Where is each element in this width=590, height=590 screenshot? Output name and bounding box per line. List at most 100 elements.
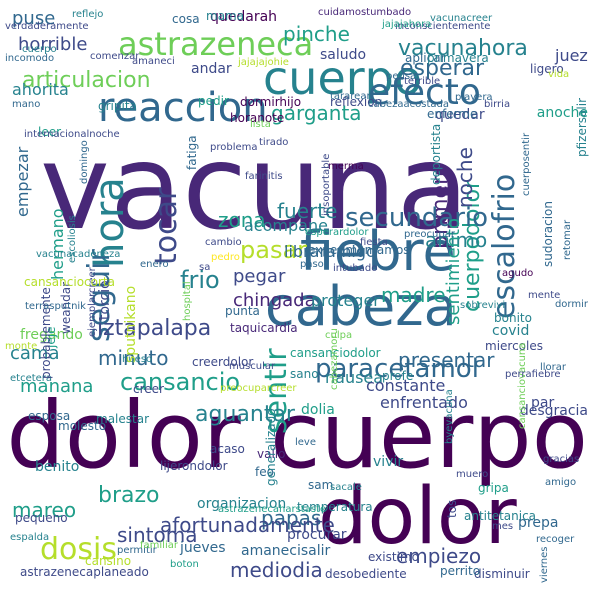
- word-constante: constante: [366, 376, 446, 395]
- word-acompane: acompane: [244, 216, 328, 235]
- word-libraramigo: libraramigo: [284, 242, 376, 261]
- word-desgracia: desgracia: [519, 403, 588, 419]
- word-madre: madre: [381, 283, 446, 307]
- word-preocupar: preocupar: [404, 229, 455, 240]
- word-mano: mano: [12, 99, 41, 110]
- word-dormirhijo: dormirhijo: [240, 95, 302, 109]
- word-sputnikano: sputnikano: [123, 285, 139, 363]
- word-bonito: bonito: [494, 311, 532, 325]
- word-vida: vida: [548, 69, 570, 80]
- word-cama: cama: [10, 343, 60, 364]
- word-paracetamol: paracetamol: [315, 354, 479, 384]
- word-boton: boton: [170, 559, 199, 570]
- word-quedarah: quedarah: [210, 9, 278, 25]
- word-sano: sano: [290, 367, 319, 381]
- word-muscular: muscular: [229, 361, 276, 372]
- word-iztapalapa: iztapalapa: [97, 316, 212, 341]
- word-secundario: secundario: [345, 203, 489, 233]
- word-acaso: acaso: [210, 442, 245, 456]
- word-taquicardia: taquicardia: [230, 321, 298, 335]
- word-lijerondolor: lijerondolor: [160, 459, 228, 473]
- word-amanecisalir: amanecisalir: [241, 543, 331, 559]
- word-experimentamos: experimentamos: [308, 243, 410, 257]
- word-esposa: esposa: [28, 409, 71, 423]
- word-disminuir: disminuir: [474, 567, 530, 581]
- word-familiar: familiar: [140, 540, 178, 551]
- word-nausea: nausea: [325, 368, 384, 387]
- word-pensar: pensar: [386, 71, 421, 82]
- word-cosa: cosa: [172, 12, 200, 26]
- word-proteger: proteger: [311, 291, 380, 310]
- word-recoger: recoger: [536, 534, 575, 545]
- word-amigo: amigo: [545, 477, 577, 488]
- word-horrible: horrible: [18, 34, 88, 55]
- word-fregando: fregando: [20, 327, 83, 343]
- word-mareo: mareo: [12, 498, 77, 522]
- word-cambio: cambio: [205, 237, 242, 248]
- word-procurar: procurar: [287, 527, 347, 543]
- word-primavera: primavera: [427, 51, 489, 65]
- word-espalda: espalda: [10, 532, 50, 543]
- word-empezar: empezar: [13, 146, 32, 217]
- word-pedir: pedir: [198, 94, 229, 108]
- word-profe: profe: [382, 369, 414, 383]
- word-sam: sam: [308, 478, 334, 492]
- word-byevacuna: byevacuna: [444, 389, 455, 444]
- word-antitetanica: antitetanica: [464, 509, 537, 523]
- word-cansanciovacuna: cansanciovacuna: [517, 342, 528, 429]
- word-paso: paso: [300, 259, 324, 270]
- word-pinche: pinche: [283, 22, 350, 46]
- word-noche: noche: [453, 147, 477, 208]
- word-muero: muero: [456, 469, 489, 480]
- word-frio: frio: [180, 266, 220, 294]
- word-fiebre: fiebre: [300, 220, 456, 283]
- word-par: par: [531, 395, 555, 411]
- word-astrazenecaharstaste: astrazenecaharstaste: [218, 504, 327, 515]
- word-juez: juez: [555, 46, 588, 65]
- word-monte: monte: [5, 341, 38, 352]
- word-jueves: jueves: [180, 540, 226, 556]
- word-retomar: retomar: [562, 219, 573, 260]
- word-esperardolor: esperardolor: [305, 227, 369, 238]
- word-enero: enero: [140, 259, 169, 270]
- word-brazo: brazo: [98, 483, 160, 508]
- word-hospital: hospital: [182, 281, 193, 321]
- word-prepa: prepa: [518, 515, 559, 531]
- word-astrazeneca: astrazeneca: [118, 25, 314, 63]
- word-enfrentado: enfrentado: [380, 393, 468, 412]
- word-playera: playera: [455, 92, 493, 103]
- word-dolor-cuerpo: dolor cuerpo: [6, 382, 588, 489]
- word-reaccion: reaccion: [98, 85, 268, 131]
- word-zona: zona: [218, 208, 266, 232]
- word-minuto: minuto: [98, 346, 169, 370]
- word-escalofrio: escalofrio: [487, 173, 522, 319]
- word-molesto: molesto: [58, 419, 107, 433]
- word-merma: merma: [328, 161, 364, 172]
- word-esperar: esperar: [400, 56, 485, 81]
- word-problema: problema: [210, 142, 258, 153]
- word-etcetera: etcetera: [10, 373, 53, 384]
- word-presentar: presentar: [398, 348, 495, 372]
- word-hermano: hermano: [48, 208, 67, 280]
- word-verdaderamente: verdaderamente: [5, 21, 89, 32]
- word-inconscientemente: inconscientemente: [395, 21, 491, 32]
- word-cuidamostumbado: cuidamostumbado: [318, 7, 412, 18]
- word-ligero: ligero: [530, 62, 564, 76]
- word-fatiga: fatiga: [185, 135, 199, 170]
- word-preocuparcreer: preocuparcreer: [220, 383, 297, 394]
- word-pegar: pegar: [233, 266, 286, 287]
- word-chingada: chingada: [233, 290, 316, 311]
- word-aguantar: aguantar: [195, 402, 295, 427]
- word-culpa: culpa: [325, 330, 353, 341]
- word-sobrevivi: sobrevivi: [460, 300, 506, 311]
- word-sa: sa: [199, 262, 211, 273]
- word-internacionalnoche: internacionalnoche: [24, 129, 120, 140]
- word-leve: leve: [295, 437, 317, 448]
- word-mes: mes: [492, 521, 514, 532]
- word-empiezo: empiezo: [396, 544, 482, 568]
- word-pedro: pedro: [211, 252, 240, 263]
- word-vivir: vivir: [373, 454, 404, 470]
- word-miercoles: miercoles: [485, 339, 543, 353]
- word-anoche: anoche: [536, 105, 588, 121]
- word-temperatura: temperatura: [297, 500, 373, 514]
